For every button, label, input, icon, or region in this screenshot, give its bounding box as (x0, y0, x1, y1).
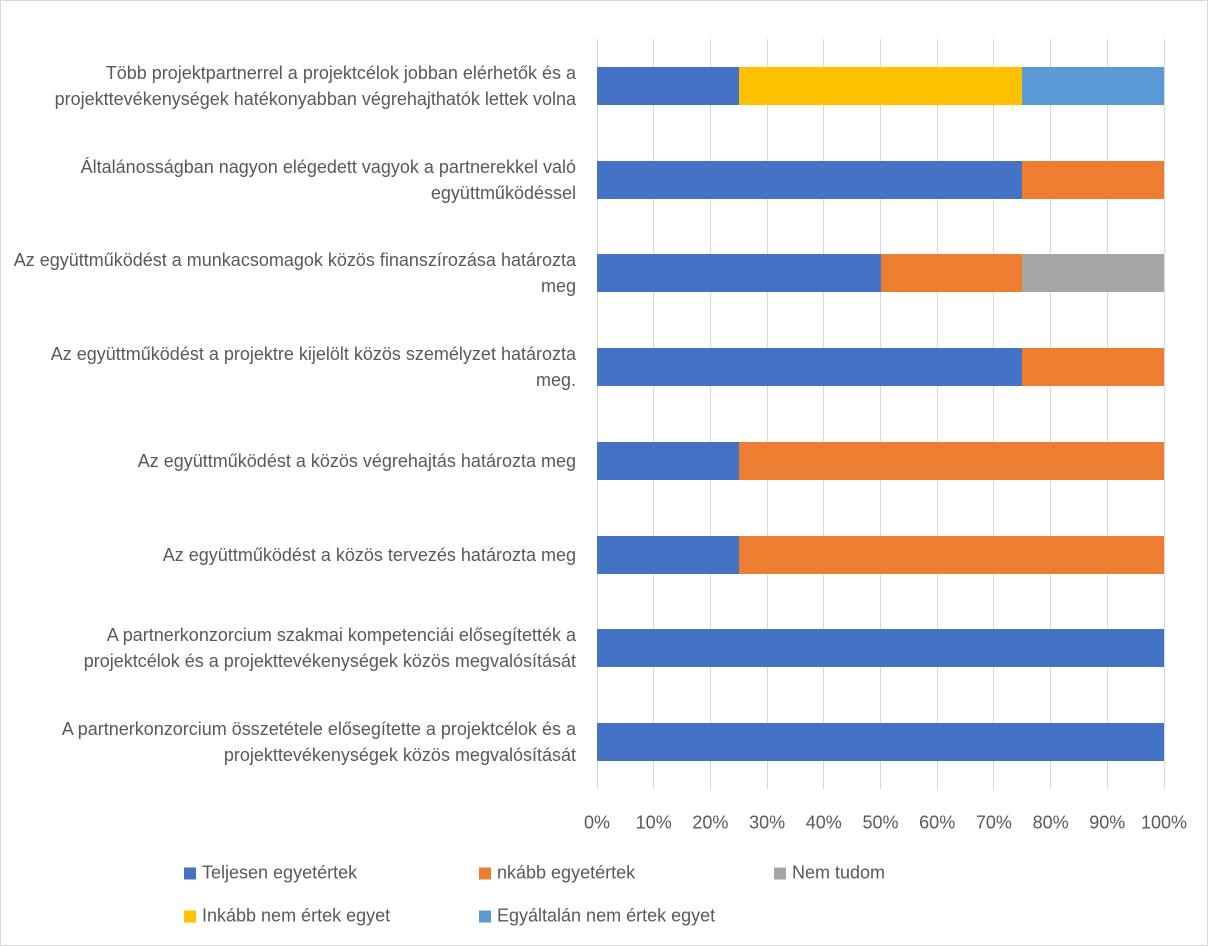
legend-label: Nem tudom (792, 862, 886, 883)
bar-segment (1022, 160, 1164, 199)
legend-item: Egyáltalán nem értek egyet (479, 906, 715, 927)
bar-segment (597, 441, 739, 480)
category-label: Az együttműködést a közös végrehajtás ha… (137, 450, 576, 471)
grid-line (823, 39, 825, 789)
grid-line (880, 39, 881, 789)
category-label: Az együttműködést a közös tervezés határ… (162, 544, 576, 565)
category-label: A partnerkonzorcium összetétele elősegít… (61, 719, 576, 766)
bar-segment (1022, 348, 1164, 387)
grid-line (709, 39, 711, 789)
grid-line (936, 39, 938, 789)
x-tick-label: 60% (919, 812, 956, 833)
category-label: Több projektpartnerrel a projektcélok jo… (54, 62, 576, 109)
legend-swatch (479, 867, 491, 879)
legend-item: Nem tudom (774, 863, 885, 884)
grid-line (1050, 39, 1052, 789)
bar-segment (597, 254, 881, 293)
grid-line (993, 39, 995, 789)
bar-segment (597, 66, 739, 105)
category-label: Az együttműködést a projektre kijelölt k… (50, 344, 576, 391)
bar-segment (597, 160, 1023, 199)
legend-swatch (184, 910, 196, 922)
x-tick-label: 10% (635, 812, 672, 833)
bar-segment (880, 254, 1023, 293)
bar-segment (1022, 254, 1164, 293)
x-tick-label: 50% (862, 812, 899, 833)
legend-swatch (774, 867, 786, 879)
x-tick-label: 90% (1089, 812, 1126, 833)
category-label: Általánosságban nagyon elégedett vagyok … (80, 156, 576, 203)
bar-segment (738, 535, 1164, 574)
bar-segment (738, 66, 1023, 105)
legend-item: nkább egyetértek (479, 863, 635, 884)
grid-line (596, 39, 598, 789)
grid-line (1106, 39, 1108, 789)
bar-segment (597, 629, 1164, 668)
legend-label: nkább egyetértek (497, 862, 636, 883)
bar-segment (597, 348, 1023, 387)
x-tick-label: 70% (975, 812, 1012, 833)
legend-swatch (479, 910, 491, 922)
x-tick-label: 80% (1032, 812, 1069, 833)
grid-line (1163, 39, 1165, 789)
bar-segment (738, 441, 1164, 480)
bar-segment (1022, 66, 1164, 105)
bar-segment (597, 535, 739, 574)
bar-segment (597, 723, 1164, 762)
grid-line (653, 39, 655, 789)
grid-line (766, 39, 768, 789)
category-label: A partnerkonzorcium szakmai kompetenciái… (83, 625, 576, 672)
x-tick-label: 100% (1140, 812, 1188, 833)
legend-item: Teljesen egyetértek (184, 863, 357, 884)
x-tick-label: 40% (805, 812, 842, 833)
x-tick-label: 0% (583, 812, 611, 833)
legend-label: Teljesen egyetértek (202, 862, 358, 883)
x-tick-label: 30% (749, 812, 786, 833)
legend-label: Egyáltalán nem értek egyet (497, 905, 716, 926)
category-label: Az együttműködést a munkacsomagok közös … (13, 250, 576, 297)
legend-item: Inkább nem értek egyet (184, 906, 390, 927)
legend-swatch (184, 867, 196, 879)
x-tick-label: 20% (692, 812, 729, 833)
legend-label: Inkább nem értek egyet (202, 905, 391, 926)
